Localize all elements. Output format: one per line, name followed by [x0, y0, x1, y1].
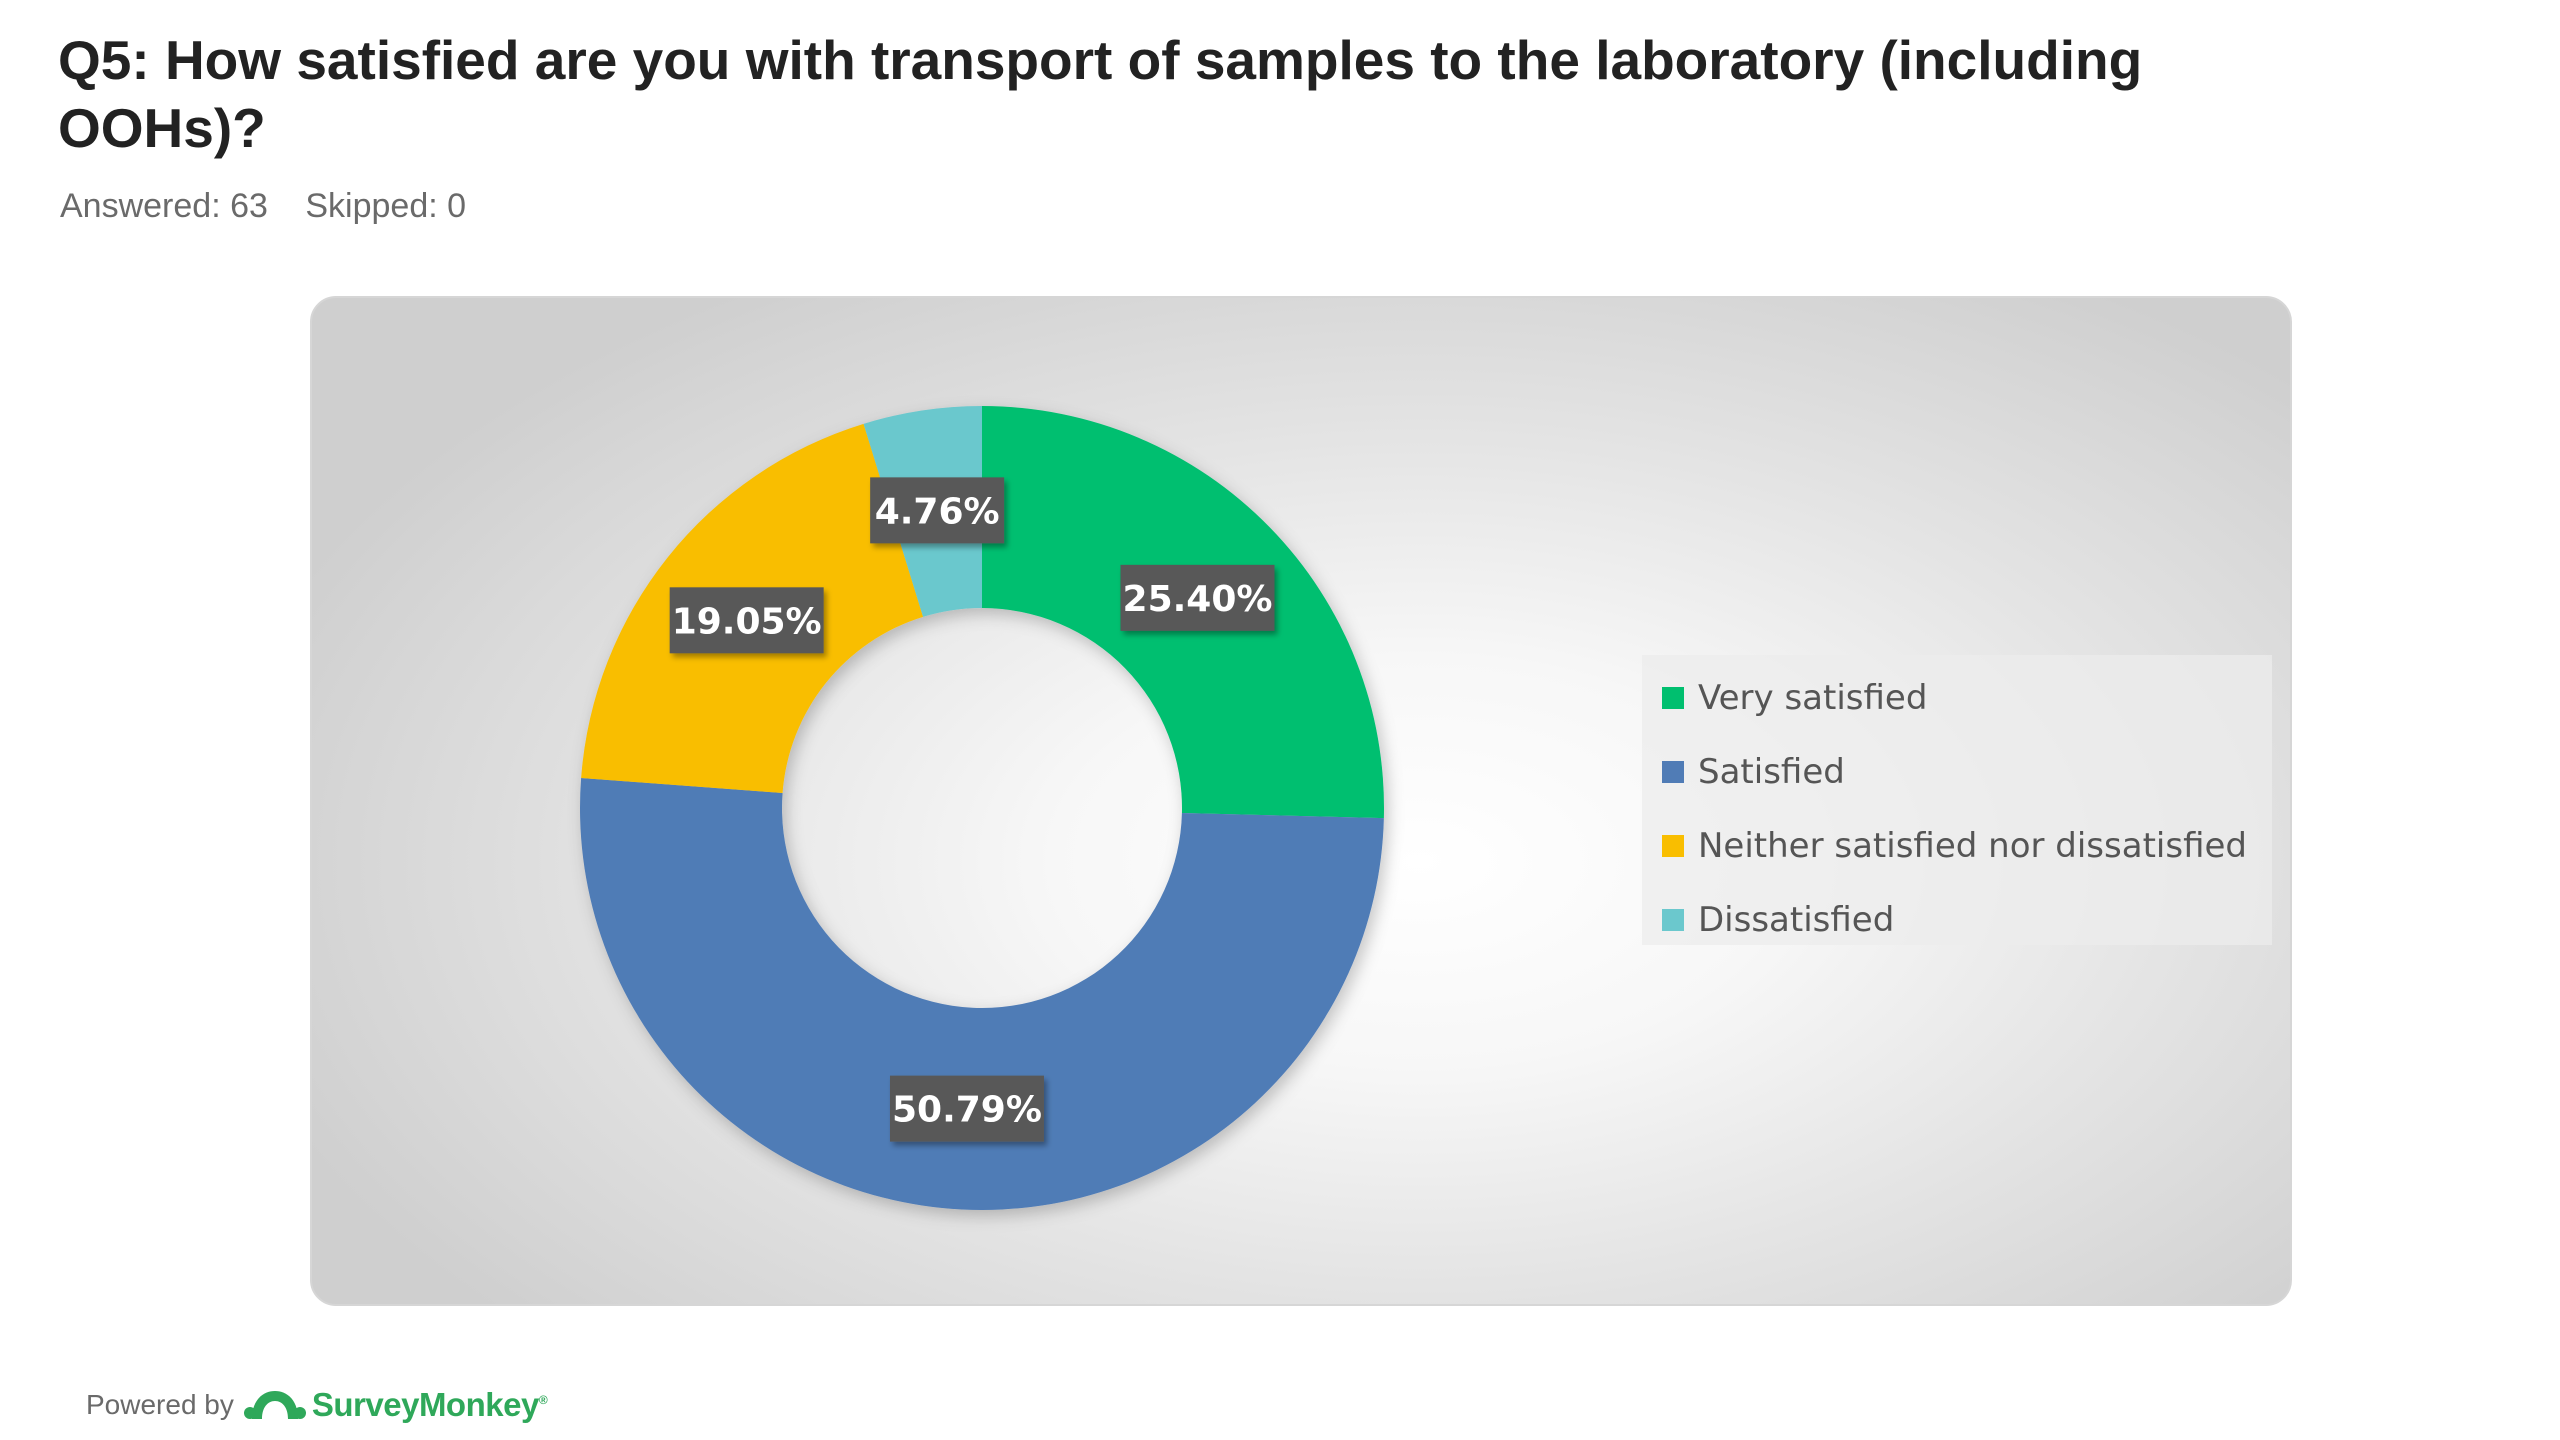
donut-slice-satisfied [580, 777, 1384, 1210]
data-label-neither-satisfied-nor-dissatisfied: 19.05% [669, 587, 824, 654]
data-label-box [870, 477, 1005, 544]
legend-swatch [1662, 835, 1684, 857]
donut-data-labels: 25.40% 50.79% 19.05% 4.76% [669, 477, 1275, 1142]
trademark-mark: ® [538, 1393, 548, 1407]
legend-swatch [1662, 909, 1684, 931]
surveymonkey-brand: SurveyMonkey® [311, 1386, 548, 1424]
donut-chart: 25.40% 50.79% 19.05% 4.76% [580, 406, 1384, 1210]
skipped-count: Skipped: 0 [305, 187, 467, 225]
data-label-text: 19.05% [672, 601, 822, 642]
legend-item-satisfied: Satisfied [1642, 735, 2272, 809]
answered-count: Answered: 63 [60, 187, 268, 225]
footer: Powered by SurveyMonkey® [86, 1385, 548, 1425]
legend-item-very-satisfied: Very satisfied [1642, 661, 2272, 735]
data-label-text: 50.79% [892, 1090, 1042, 1131]
legend-item-dissatisfied: Dissatisfied [1642, 883, 2272, 957]
data-label-satisfied: 50.79% [889, 1075, 1044, 1142]
question-title: Q5: How satisfied are you with transport… [58, 29, 2143, 159]
powered-by-text: Powered by [86, 1389, 234, 1420]
chart-panel: 25.40% 50.79% 19.05% 4.76% Very satisfied Sa… [310, 296, 2292, 1306]
legend-label: Very satisfied [1698, 678, 1928, 718]
surveymonkey-logo-icon [243, 1391, 306, 1419]
legend-label: Satisfied [1698, 752, 1845, 792]
data-label-box [889, 1075, 1044, 1142]
data-label-box [669, 587, 824, 654]
chart-legend: Very satisfied Satisfied Neither satisfied… [1642, 655, 2272, 945]
legend-item-neither-satisfied-nor-dissatisfied: Neither satisfied nor dissatisfied [1642, 809, 2272, 883]
legend-swatch [1662, 761, 1684, 783]
data-label-dissatisfied: 4.76% [870, 477, 1005, 544]
data-label-box [1120, 564, 1275, 631]
legend-label: Dissatisfied [1698, 900, 1895, 940]
legend-swatch [1662, 687, 1684, 709]
brand-name: SurveyMonkey [311, 1386, 539, 1423]
data-label-very-satisfied: 25.40% [1120, 564, 1275, 631]
data-label-text: 25.40% [1123, 579, 1273, 620]
response-stats: Answered: 63 Skipped: 0 [60, 187, 466, 226]
legend-label: Neither satisfied nor dissatisfied [1698, 826, 2247, 866]
data-label-text: 4.76% [875, 491, 1000, 532]
